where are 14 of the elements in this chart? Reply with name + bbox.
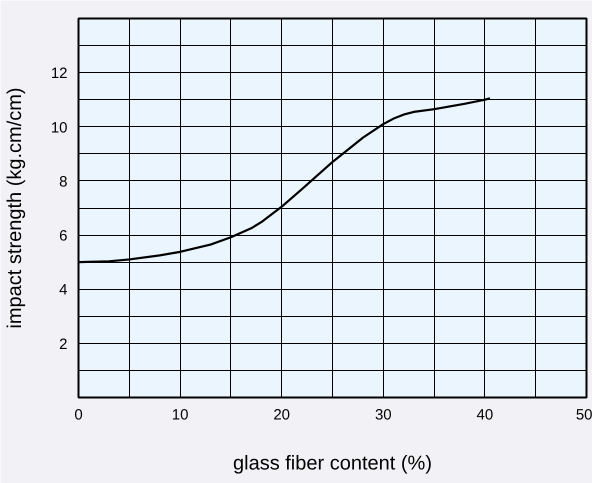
y-tick-label: 12 [50,65,68,82]
y-tick-label: 2 [59,336,68,353]
y-axis-title: impact strength (kg.cm/cm) [4,87,26,329]
x-tick-label: 10 [172,406,188,424]
x-tick-label: 50 [576,406,592,424]
y-tick-label: 8 [59,173,68,190]
x-axis-title: glass fiber content (%) [233,452,432,474]
y-tick-label: 4 [59,282,68,299]
y-tick-label: 10 [50,119,68,136]
x-tick-label: 30 [374,406,392,424]
x-tick-label: 0 [74,406,83,424]
y-tick-label: 6 [59,228,68,245]
x-tick-label: 40 [476,406,494,424]
x-tick-label: 20 [273,406,290,424]
